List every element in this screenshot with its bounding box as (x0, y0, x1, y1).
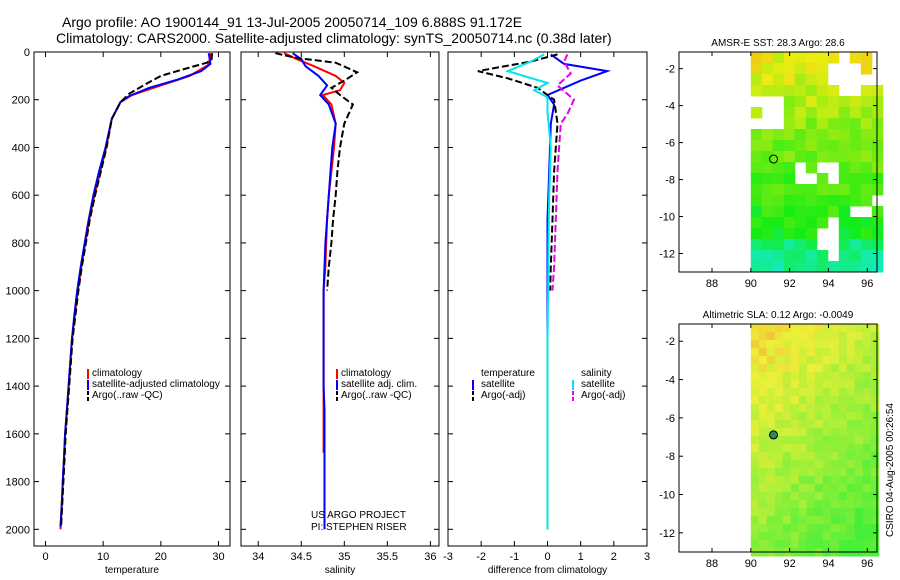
y-tick-label: -8 (665, 451, 675, 463)
series-line (477, 53, 559, 291)
legend-label: climatology (92, 368, 142, 379)
x-tick-label: 10 (97, 551, 109, 563)
legend-label: Argo(-adj) (581, 390, 625, 401)
y-tick-label: 1800 (6, 477, 30, 489)
plot-frame (240, 51, 440, 547)
series-line (551, 53, 576, 291)
series-line (275, 52, 360, 291)
x-tick-label: 94 (822, 278, 834, 290)
series-line (504, 53, 552, 530)
y-tick-label: -10 (659, 212, 675, 224)
x-tick-label: 36 (424, 551, 436, 563)
x-tick-label: 3 (644, 551, 650, 563)
y-tick-label: -2 (665, 336, 675, 348)
y-tick-label: -12 (659, 249, 675, 261)
y-tick-label: 200 (12, 95, 30, 107)
legend-label: Argo(..raw -QC) (341, 390, 412, 401)
x-tick-label: -1 (509, 551, 519, 563)
legend-label: Argo(..raw -QC) (92, 390, 163, 401)
y-tick-label: -4 (665, 375, 675, 387)
float-location-marker (769, 430, 779, 440)
sst-map-panel: 88 90 92 94 96 -2 -4 -6 -8 -10 -12 AMSR-E SST: 28.3… (659, 38, 884, 290)
x-tick-label: 96 (861, 558, 873, 570)
legend-label: satellite (481, 379, 515, 390)
legend-label: satellite (581, 379, 615, 390)
x-tick-label: -3 (443, 551, 453, 563)
x-tick-label: 20 (155, 551, 167, 563)
y-tick-label: -4 (665, 101, 675, 113)
y-tick-label: -2 (665, 64, 675, 76)
legend-label: satellite adj. clim. (341, 379, 417, 390)
y-tick-label: 0 (24, 47, 30, 59)
x-tick-label: 88 (706, 278, 718, 290)
x-tick-label: 94 (822, 558, 834, 570)
legend-header: temperature (481, 368, 535, 379)
legend-header: salinity (581, 368, 612, 379)
y-tick-label: 800 (12, 238, 30, 250)
x-tick-label: 96 (861, 278, 873, 290)
x-tick-label: 1 (578, 551, 584, 563)
x-tick-label: 0 (544, 551, 550, 563)
x-tick-label: 0 (42, 551, 48, 563)
y-tick-label: 2000 (6, 524, 30, 536)
x-axis-label: difference from climatology (488, 565, 607, 576)
legend-label: climatology (341, 368, 391, 379)
credit-line-1: US ARGO PROJECT (311, 510, 406, 521)
x-tick-label: -2 (476, 551, 486, 563)
x-tick-label: 2 (611, 551, 617, 563)
y-tick-label: 1200 (6, 333, 30, 345)
x-tick-label: 88 (706, 558, 718, 570)
profile-panel-1: 0 10 20 30 0 200 400 600 800 1000 1200 1400 1600 1800… (6, 47, 231, 576)
x-tick-label: 35.5 (377, 551, 398, 563)
y-tick-label: 1400 (6, 381, 30, 393)
float-location-marker (769, 154, 779, 164)
y-tick-label: -6 (665, 138, 675, 150)
x-tick-label: 34.5 (291, 551, 312, 563)
x-axis-label: salinity (325, 565, 356, 576)
map-title: AMSR-E SST: 28.3 Argo: 28.6 (711, 38, 845, 49)
x-tick-label: 35 (338, 551, 350, 563)
y-tick-label: 1000 (6, 286, 30, 298)
y-tick-label: -12 (659, 528, 675, 540)
profile-panel-2: 34 34.5 35 35.5 36 salinity climatologysatelli… (240, 51, 440, 576)
profile-panel-3: -3 -2 -1 0 1 2 3 difference from climatology tem… (443, 51, 650, 576)
x-tick-label: 30 (212, 551, 224, 563)
map-frame (678, 323, 878, 553)
x-axis-label: temperature (105, 565, 159, 576)
x-tick-label: 92 (784, 558, 796, 570)
legend-label: Argo(-adj) (481, 390, 525, 401)
x-tick-label: 90 (745, 558, 757, 570)
timestamp-label: CSIRO 04-Aug-2005 00:26:54 (885, 403, 896, 537)
figure-title-line-1: Argo profile: AO 1900144_91 13-Jul-2005 … (62, 14, 523, 30)
map-grid-cells (750, 52, 884, 273)
series-line (292, 52, 337, 530)
figure-title-line-2: Climatology: CARS2000. Satellite-adjuste… (56, 30, 612, 46)
map-grid-cells (750, 324, 880, 557)
y-tick-label: 1600 (6, 429, 30, 441)
map-frame (678, 51, 878, 273)
x-tick-label: 34 (252, 551, 264, 563)
series-line (60, 53, 214, 527)
y-tick-label: 600 (12, 190, 30, 202)
x-tick-label: 92 (784, 278, 796, 290)
sla-map-panel: 88 90 92 94 96 -2 -4 -6 -8 -10 -12 Altimetric SLA: … (659, 310, 880, 570)
map-title: Altimetric SLA: 0.12 Argo: -0.0049 (703, 310, 854, 321)
legend-label: satellite-adjusted climatology (92, 379, 220, 390)
plot-frame (33, 51, 231, 547)
y-tick-label: 400 (12, 142, 30, 154)
y-tick-label: -10 (659, 490, 675, 502)
credit-line-2: PI: STEPHEN RISER (311, 522, 407, 533)
x-tick-label: 90 (745, 278, 757, 290)
y-tick-label: -8 (665, 175, 675, 187)
y-tick-label: -6 (665, 413, 675, 425)
